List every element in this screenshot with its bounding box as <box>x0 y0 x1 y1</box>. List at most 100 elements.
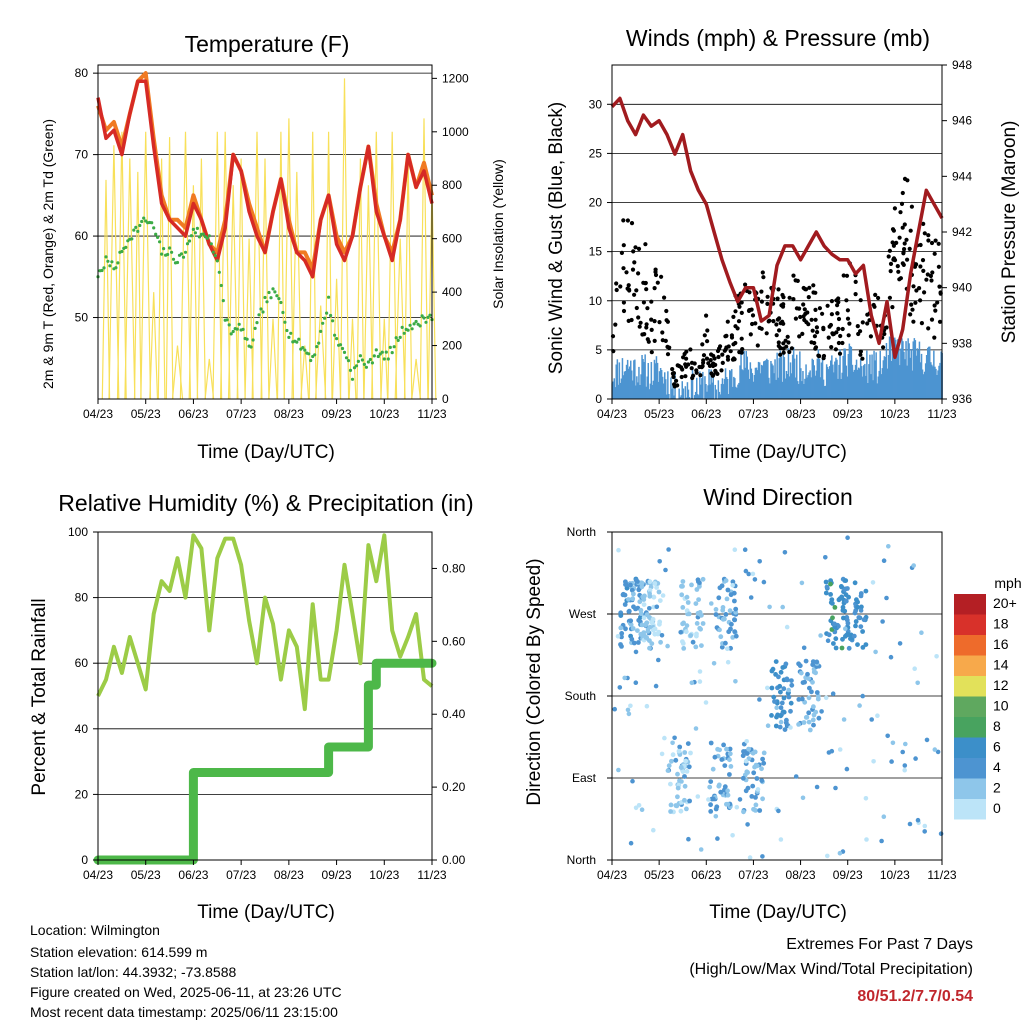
wind-speed-bar <box>806 377 808 399</box>
wind-speed-bar <box>630 360 632 399</box>
wind-speed-bar <box>784 378 787 399</box>
direction-point <box>840 636 845 642</box>
wind-right-y-tick-label: 938 <box>952 336 972 350</box>
direction-point <box>703 700 709 705</box>
speed-legend-swatch <box>954 655 986 676</box>
wind-speed-bar <box>623 371 626 399</box>
wind-speed-bar <box>616 359 619 399</box>
wind-speed-bar <box>774 359 776 399</box>
gust-point <box>704 356 710 361</box>
wind-speed-bar <box>865 375 867 399</box>
gust-point <box>836 326 841 331</box>
wind-speed-bar <box>928 346 930 399</box>
gust-point <box>632 260 637 265</box>
wind-speed-bar <box>640 374 642 399</box>
dewpoint-point <box>428 313 432 317</box>
gust-point <box>775 317 781 322</box>
wind-speed-bar <box>900 348 902 399</box>
wind-x-tick-label: 07/23 <box>738 407 768 421</box>
direction-point <box>623 581 629 587</box>
direction-point <box>654 604 660 610</box>
solar-spike <box>324 131 333 400</box>
wind-speed-bar <box>758 362 761 399</box>
dewpoint-point <box>317 341 321 345</box>
direction-point <box>732 629 738 634</box>
direction-point <box>623 626 628 632</box>
wind-speed-bar <box>769 383 771 399</box>
gust-point <box>717 346 722 351</box>
direction-point <box>723 612 729 617</box>
gust-point <box>872 304 877 309</box>
wind-speed-bar <box>699 371 701 399</box>
direction-point <box>644 703 650 709</box>
gust-point <box>935 300 940 305</box>
solar-spike <box>188 185 199 400</box>
dewpoint-point <box>366 360 370 364</box>
wind-speed-bar <box>821 357 824 399</box>
dewpoint-point <box>108 264 112 268</box>
direction-point <box>725 587 731 593</box>
direction-point <box>806 676 811 681</box>
wind-speed-bar <box>764 360 766 399</box>
direction-point <box>693 644 699 650</box>
wind-speed-bar <box>889 337 892 399</box>
direction-point <box>686 611 692 617</box>
wind-speed-bar <box>899 365 901 399</box>
wind-speed-bar <box>777 377 779 399</box>
gust-point <box>621 300 627 305</box>
direction-point <box>760 854 765 859</box>
direction-point <box>745 822 750 827</box>
wind-speed-bar <box>645 386 647 399</box>
gust-point <box>817 306 823 311</box>
gust-point <box>800 331 805 336</box>
gust-point <box>684 356 689 361</box>
direction-point <box>673 757 679 763</box>
direction-point <box>781 695 787 701</box>
gust-point <box>674 378 679 383</box>
temperature-y-tick-label: 70 <box>75 148 89 162</box>
humidity-x-tick-label: 11/23 <box>417 868 446 882</box>
gust-point <box>801 302 806 307</box>
dewpoint-point <box>321 321 325 325</box>
wind-speed-bar <box>929 346 931 399</box>
dewpoint-point <box>209 242 213 246</box>
gust-point <box>700 342 705 347</box>
wind-speed-bar <box>748 378 751 399</box>
wind-speed-bar <box>894 337 896 399</box>
wind-speed-bar <box>805 364 807 399</box>
wind-xlabel: Time (Day/UTC) <box>709 442 847 463</box>
gust-point <box>781 350 786 355</box>
solar-spike <box>204 358 215 400</box>
wind-right-y-tick-label: 946 <box>952 114 972 128</box>
gust-point <box>679 374 684 380</box>
gust-point <box>736 319 742 324</box>
direction-point <box>721 742 726 748</box>
direction-point <box>689 582 694 588</box>
dewpoint-point <box>275 294 279 298</box>
direction-point <box>844 766 850 772</box>
direction-y-tick-label: North <box>567 853 596 867</box>
direction-point <box>697 625 703 631</box>
wind-speed-bar <box>654 363 657 399</box>
gust-point <box>733 340 738 346</box>
gust-point <box>902 222 907 227</box>
speed-legend-label: 6 <box>993 739 1001 755</box>
direction-point <box>654 585 659 590</box>
solar-spike <box>300 345 310 400</box>
temp-2m-line <box>96 79 434 279</box>
direction-point <box>728 592 734 598</box>
direction-point <box>844 617 850 623</box>
direction-point <box>799 580 805 586</box>
wind-speed-bar <box>704 376 706 399</box>
dewpoint-point <box>424 320 428 324</box>
wind-speed-bar <box>799 351 801 399</box>
gust-point <box>784 344 789 349</box>
wind-speed-bar <box>836 359 838 399</box>
humidity-x-tick-label: 10/23 <box>369 868 399 882</box>
direction-point <box>685 600 691 605</box>
gust-point <box>901 251 906 256</box>
dewpoint-point <box>327 295 331 299</box>
gust-point <box>739 310 744 315</box>
dewpoint-point <box>354 364 359 368</box>
